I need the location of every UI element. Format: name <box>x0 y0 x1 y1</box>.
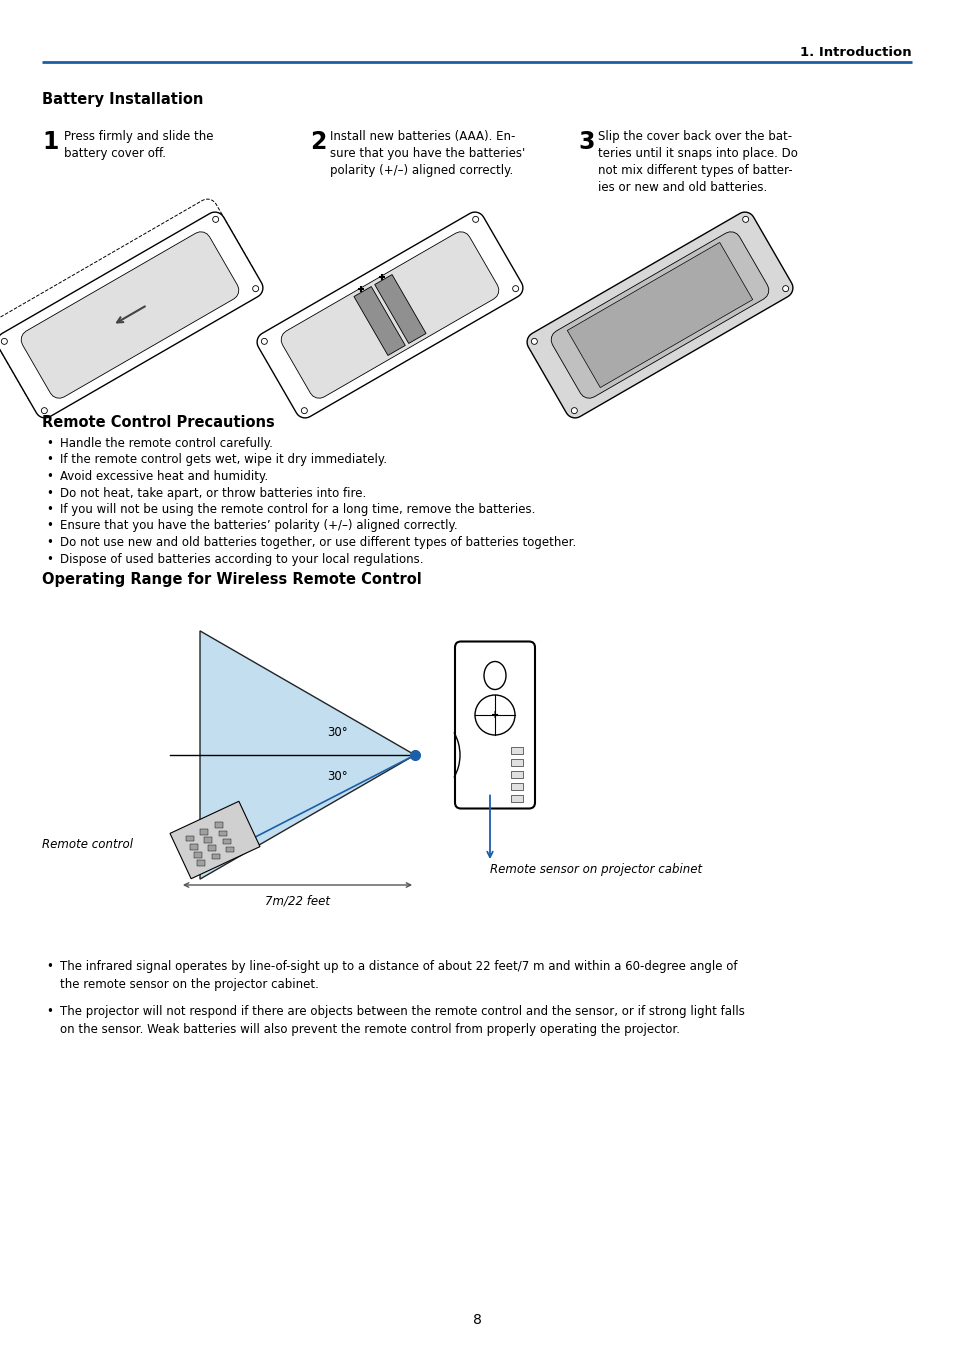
FancyBboxPatch shape <box>455 642 535 809</box>
Text: Dispose of used batteries according to your local regulations.: Dispose of used batteries according to y… <box>60 553 423 566</box>
Bar <box>190 844 197 849</box>
Text: •: • <box>47 1006 53 1018</box>
Polygon shape <box>257 212 522 418</box>
Circle shape <box>41 407 48 414</box>
Text: Remote control: Remote control <box>42 838 132 852</box>
Bar <box>226 847 234 852</box>
Text: 30°: 30° <box>327 771 347 783</box>
Text: 30°: 30° <box>327 727 347 740</box>
Text: Operating Range for Wireless Remote Control: Operating Range for Wireless Remote Cont… <box>42 572 421 586</box>
Polygon shape <box>21 232 238 398</box>
Circle shape <box>531 338 537 344</box>
Text: •: • <box>47 553 53 566</box>
Bar <box>511 771 522 778</box>
Text: •: • <box>47 503 53 516</box>
Text: 1. Introduction: 1. Introduction <box>800 46 911 58</box>
Bar <box>511 783 522 790</box>
Text: The infrared signal operates by line-of-sight up to a distance of about 22 feet/: The infrared signal operates by line-of-… <box>60 960 737 991</box>
Circle shape <box>472 217 478 222</box>
Text: 3: 3 <box>578 129 594 154</box>
Circle shape <box>213 217 218 222</box>
Text: •: • <box>47 487 53 500</box>
Circle shape <box>261 338 267 344</box>
Text: •: • <box>47 519 53 532</box>
Polygon shape <box>281 232 498 398</box>
Text: 8: 8 <box>472 1313 481 1326</box>
Text: 7m/22 feet: 7m/22 feet <box>265 895 330 907</box>
Bar <box>193 852 201 857</box>
Circle shape <box>781 286 788 291</box>
Text: Slip the cover back over the bat-
teries until it snaps into place. Do
not mix d: Slip the cover back over the bat- teries… <box>598 129 797 194</box>
Text: Avoid excessive heat and humidity.: Avoid excessive heat and humidity. <box>60 470 268 483</box>
Text: •: • <box>47 470 53 483</box>
Circle shape <box>741 217 748 222</box>
Bar <box>218 830 227 836</box>
Text: Install new batteries (AAA). En-
sure that you have the batteries'
polarity (+/–: Install new batteries (AAA). En- sure th… <box>330 129 525 177</box>
Text: Press firmly and slide the
battery cover off.: Press firmly and slide the battery cover… <box>64 129 213 160</box>
Polygon shape <box>527 212 792 418</box>
Polygon shape <box>567 243 752 388</box>
Bar <box>204 837 213 842</box>
Circle shape <box>1 338 8 344</box>
Bar <box>200 829 209 834</box>
Circle shape <box>475 696 515 735</box>
Polygon shape <box>354 287 405 356</box>
Polygon shape <box>170 801 260 879</box>
Bar <box>511 759 522 766</box>
Bar <box>208 845 216 851</box>
Polygon shape <box>375 275 426 344</box>
Bar <box>511 747 522 754</box>
Text: +: + <box>491 710 498 720</box>
Circle shape <box>301 407 307 414</box>
Text: Remote sensor on projector cabinet: Remote sensor on projector cabinet <box>490 864 701 876</box>
Text: 1: 1 <box>42 129 58 154</box>
Text: If you will not be using the remote control for a long time, remove the batterie: If you will not be using the remote cont… <box>60 503 535 516</box>
Circle shape <box>253 286 258 291</box>
Text: Do not heat, take apart, or throw batteries into fire.: Do not heat, take apart, or throw batter… <box>60 487 366 500</box>
Text: Do not use new and old batteries together, or use different types of batteries t: Do not use new and old batteries togethe… <box>60 537 576 549</box>
Bar <box>186 836 193 841</box>
Text: •: • <box>47 537 53 549</box>
Text: The projector will not respond if there are objects between the remote control a: The projector will not respond if there … <box>60 1006 744 1037</box>
Bar <box>214 822 223 828</box>
Text: •: • <box>47 960 53 973</box>
Polygon shape <box>551 232 768 398</box>
Text: 2: 2 <box>310 129 326 154</box>
Text: Ensure that you have the batteries’ polarity (+/–) aligned correctly.: Ensure that you have the batteries’ pola… <box>60 519 457 532</box>
Text: Handle the remote control carefully.: Handle the remote control carefully. <box>60 437 273 450</box>
Text: •: • <box>47 453 53 466</box>
Text: Remote Control Precautions: Remote Control Precautions <box>42 415 274 430</box>
Bar <box>197 860 205 865</box>
Text: •: • <box>47 437 53 450</box>
Text: If the remote control gets wet, wipe it dry immediately.: If the remote control gets wet, wipe it … <box>60 453 387 466</box>
Ellipse shape <box>483 662 505 689</box>
Polygon shape <box>0 212 263 418</box>
Bar <box>222 838 231 844</box>
Circle shape <box>512 286 518 291</box>
Text: Battery Installation: Battery Installation <box>42 92 203 106</box>
Polygon shape <box>200 631 415 879</box>
Bar <box>511 795 522 802</box>
Circle shape <box>571 407 577 414</box>
Bar <box>212 853 220 859</box>
